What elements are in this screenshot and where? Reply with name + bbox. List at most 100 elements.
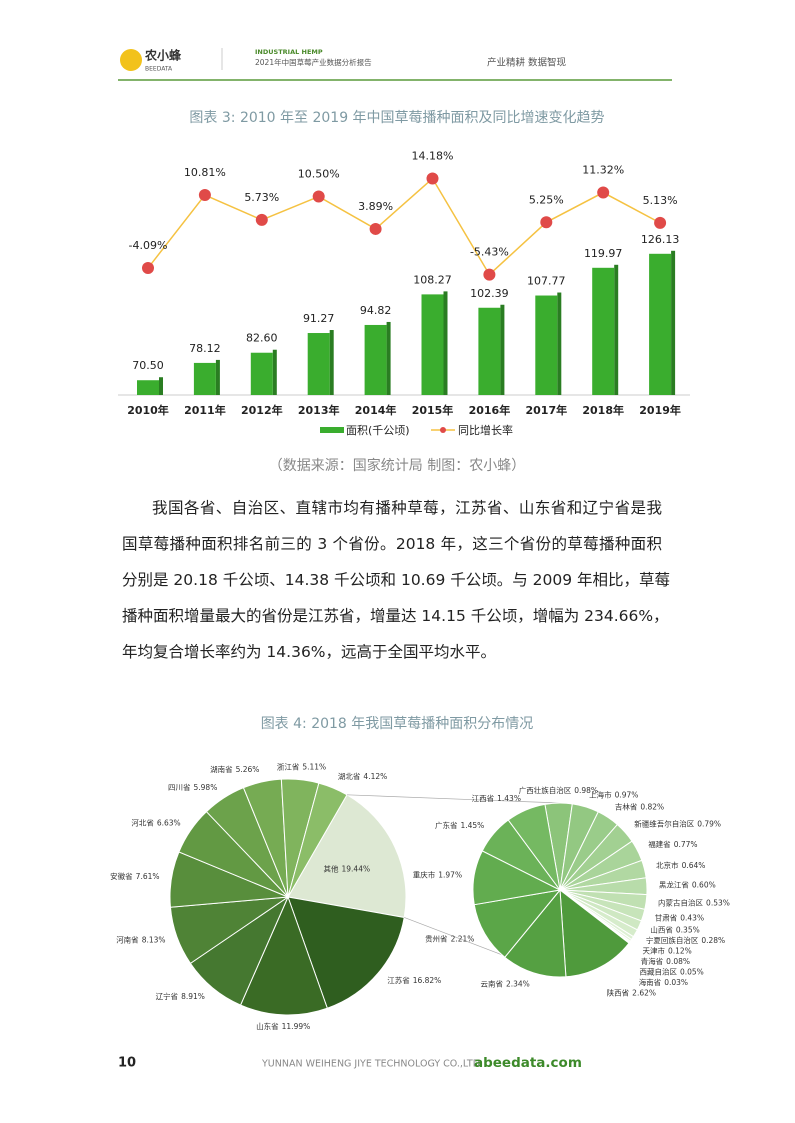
legend-label: 面积(千公顷) [346,424,410,437]
slice-name: 河北省 [131,818,154,828]
bar [649,253,672,395]
slice-value: 0.60% [692,881,716,890]
bar-side [329,330,334,395]
slice-value: 5.26% [236,765,260,774]
slice-value: 2.21% [451,935,475,944]
connector [346,794,561,804]
slice-label: 四川省 5.98% [168,782,217,792]
x-tick-label: 2012年 [241,403,283,417]
bar [137,380,159,395]
slice-value: 0.05% [680,967,704,976]
logo-text: 农小蜂 [144,48,182,63]
slice-label: 北京市 0.64% [656,860,705,870]
x-tick-label: 2018年 [582,403,624,417]
slice-value: 0.97% [615,790,639,799]
slice-label: 内蒙古自治区 0.53% [658,898,730,908]
bar-side [500,304,505,395]
slice-label: 广西壮族自治区 0.98% [519,785,598,795]
slice-label: 宁夏回族自治区 0.28% [646,935,725,945]
x-tick-label: 2017年 [525,403,567,417]
slice-label: 上海市 0.97% [589,789,638,799]
bar [478,307,501,395]
slice-name: 云南省 [480,978,503,988]
slice-name: 湖北省 [338,771,361,781]
growth-value-label: -5.43% [470,246,509,259]
bar-value-label: 70.50 [132,359,164,372]
slice-label: 浙江省 5.11% [277,762,326,772]
header-tag: INDUSTRIAL HEMP [255,48,323,56]
bar-side [443,291,448,395]
bar [592,267,615,395]
slice-label: 广东省 1.45% [435,820,484,830]
bar [307,333,330,395]
slice-label: 黑龙江省 0.60% [659,880,716,890]
slice-name: 江西省 [472,793,495,803]
bar [193,362,216,395]
growth-value-label: 14.18% [412,150,454,163]
slice-label: 海南省 0.03% [639,977,688,987]
slice-value: 0.28% [701,936,725,945]
x-tick-label: 2011年 [184,403,226,417]
slice-name: 上海市 [589,789,612,799]
bar-side [614,264,619,395]
slice-label: 天津市 0.12% [642,945,691,955]
slice-name: 江苏省 [387,975,410,985]
sub-pie-slice [507,803,561,891]
bar-value-label: 119.97 [584,247,623,260]
slice-name: 安徽省 [110,871,133,881]
slice-label: 青海省 0.08% [641,956,690,966]
footer-company: YUNNAN WEIHENG JIYE TECHNOLOGY CO.,LTD. [261,1059,483,1070]
slice-value: 19.44% [342,865,371,874]
bar-value-label: 82.60 [246,332,278,345]
slice-label: 安徽省 7.61% [110,871,159,881]
footer-site: abeedata.com [474,1055,582,1071]
slice-label: 云南省 2.34% [480,978,529,988]
growth-marker [540,216,553,229]
header-slogan: 产业精耕 数据智现 [487,57,567,69]
header-report: 2021年中国草莓产业数据分析报告 [255,57,372,67]
growth-marker [312,190,325,203]
slice-label: 西藏自治区 0.05% [639,966,703,976]
x-tick-label: 2013年 [298,403,340,417]
slice-name: 陕西省 [607,987,630,997]
slice-name: 宁夏回族自治区 [646,935,699,945]
slice-value: 1.45% [460,821,484,830]
slice-name: 重庆市 [413,869,436,879]
slice-label: 河北省 6.63% [131,818,180,828]
bar-value-label: 78.12 [189,342,221,355]
growth-value-label: 10.81% [184,166,226,179]
slice-name: 广西壮族自治区 [519,785,572,795]
slice-label: 湖南省 5.26% [210,764,259,774]
paragraph-line: 分别是 20.18 千公顷、14.38 千公顷和 10.69 千公顷。与 200… [122,571,671,589]
pie-slice [287,896,405,1009]
slice-value: 0.03% [664,978,688,987]
growth-marker [426,172,439,185]
sub-pie-slice [559,888,630,978]
figure-title: 图表 4: 2018 年我国草莓播种面积分布情况 [261,716,534,732]
paragraph-line: 国草莓播种面积排名前三的 3 个省份。2018 年，这三个省份的草莓播种面积 [122,535,662,553]
slice-value: 2.34% [506,979,530,988]
x-tick-label: 2016年 [469,403,511,417]
bar [421,294,444,395]
slice-label: 陕西省 2.62% [607,987,656,997]
growth-value-label: 3.89% [358,200,393,213]
logo-icon [120,49,142,71]
slice-value: 8.13% [142,936,166,945]
growth-line [147,177,661,276]
growth-value-label: 10.50% [298,168,340,181]
pie-slice [287,782,348,898]
slice-name: 天津市 [642,945,665,955]
bar-value-label: 102.39 [470,287,509,300]
growth-value-label: 5.25% [529,193,564,206]
growth-value-label: -4.09% [129,239,168,252]
slice-name: 吉林省 [615,802,638,812]
slice-label: 贵州省 2.21% [425,934,474,944]
slice-label: 河南省 8.13% [116,935,165,945]
slice-value: 0.98% [574,786,598,795]
slice-name: 北京市 [656,860,679,870]
bar [535,295,558,395]
growth-marker [369,222,382,235]
logo-sub: BEEDATA [145,66,173,73]
slice-name: 贵州省 [425,934,448,944]
bar [364,324,387,395]
